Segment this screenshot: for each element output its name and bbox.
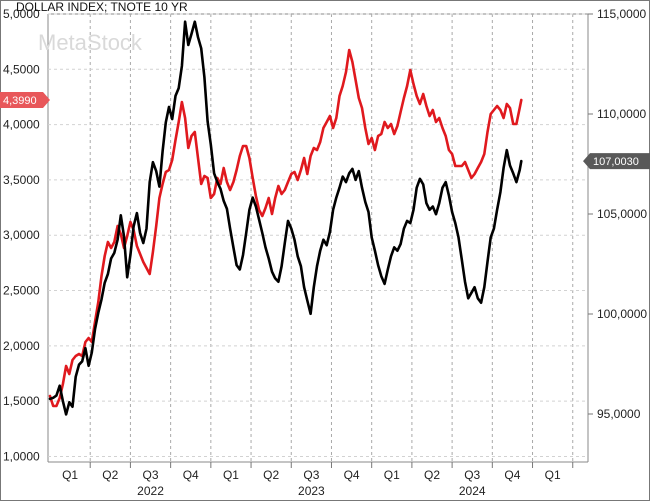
x-tick-label: Q2 [102, 468, 118, 482]
x-tick-label: Q1 [384, 468, 400, 482]
left-axis-tick-label: 1,5000 [3, 394, 40, 408]
x-tick-label: Q4 [183, 468, 199, 482]
left-axis-tick-label: 5,0000 [3, 7, 40, 21]
badge-shape [0, 92, 50, 108]
left-last-value-badge: 4,3990 [0, 92, 50, 108]
left-axis: 5,0000 4,5000 4,0000 3,5000 3,0000 2,5000 2,00… [3, 7, 40, 463]
badge-label: 4,3990 [3, 95, 37, 107]
right-axis-tick-label: 95,0000 [597, 407, 641, 421]
left-axis-tick-label: 4,5000 [3, 62, 40, 76]
x-tick-label: Q1 [62, 468, 78, 482]
badge-shape [583, 153, 650, 170]
x-tick-label: Q4 [344, 468, 360, 482]
x-tick-label: Q3 [143, 468, 159, 482]
watermark: MetaStock [38, 30, 143, 55]
right-axis-tick-label: 100,0000 [597, 307, 647, 321]
left-axis-tick-label: 4,0000 [3, 118, 40, 132]
x-tick-label: Q1 [545, 468, 561, 482]
x-tick-label: Q2 [263, 468, 279, 482]
last-value-badges: 4,3990 107,0030 [0, 92, 650, 170]
x-tick-label: Q3 [303, 468, 319, 482]
right-axis-tick-label: 110,0000 [597, 107, 646, 121]
x-tick-label: Q4 [504, 468, 520, 482]
chart-title: DOLLAR INDEX; TNOTE 10 YR [16, 0, 188, 14]
right-axis-tick-label: 105,0000 [597, 207, 647, 221]
left-axis-tick-label: 3,5000 [3, 173, 40, 187]
badge-label: 107,0030 [593, 156, 639, 168]
left-axis-tick-label: 2,0000 [3, 339, 40, 353]
right-axis-tick-label: 115,0000 [597, 7, 646, 21]
x-axis: Q1 Q2 Q3 Q4 Q1 Q2 Q3 Q4 Q1 Q2 Q3 Q4 Q1 2022 2023 2024 [62, 462, 574, 498]
x-tick-label: Q2 [424, 468, 440, 482]
right-last-value-badge: 107,0030 [583, 153, 650, 170]
right-axis: 115,0000 110,0000 105,0000 100,0000 95,0000 [588, 7, 647, 421]
year-label: 2024 [459, 484, 486, 498]
gridlines [48, 13, 588, 462]
series-line-black [48, 20, 523, 416]
x-tick-label: Q3 [464, 468, 480, 482]
x-tick-label: Q1 [223, 468, 239, 482]
year-label: 2023 [298, 484, 325, 498]
year-label: 2022 [137, 484, 164, 498]
left-axis-tick-label: 1,0000 [3, 449, 40, 463]
left-axis-tick-label: 3,0000 [3, 228, 40, 242]
series-layer [48, 20, 523, 416]
series-line-red [48, 48, 523, 408]
left-axis-tick-label: 2,5000 [3, 284, 40, 298]
